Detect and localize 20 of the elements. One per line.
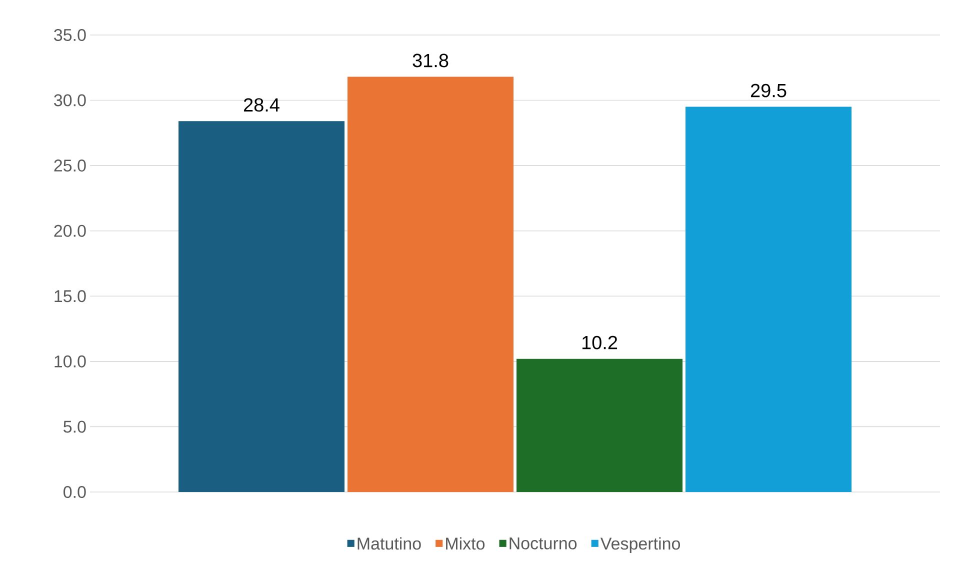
legend-label: Mixto [446,537,485,550]
data-label: 29.5 [750,84,786,98]
y-tick-label: 0.0 [64,486,86,498]
bar [686,106,852,492]
data-label: 31.8 [412,54,448,68]
bar [516,358,683,492]
bar [178,121,345,492]
y-tick-label: 20.0 [54,224,86,237]
data-label: 10.2 [582,336,618,350]
bar [348,76,514,492]
y-tick-label: 5.0 [64,420,86,433]
y-tick-label: 30.0 [54,94,86,106]
y-tick-label: 25.0 [54,160,86,172]
legend-label: Matutino [358,537,421,550]
data-label: 28.4 [244,98,280,112]
legend-label: Nocturno [510,537,577,550]
y-tick-label: 15.0 [54,290,86,302]
legend-label: Vespertino [600,537,680,554]
y-tick-label: 35.0 [54,28,86,42]
y-tick-label: 10.0 [54,355,86,368]
